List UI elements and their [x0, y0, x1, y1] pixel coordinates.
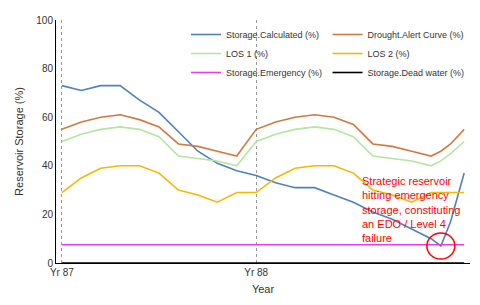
- svg-text:LOS 1 (%): LOS 1 (%): [226, 49, 268, 59]
- svg-text:40: 40: [42, 160, 54, 171]
- svg-text:20: 20: [42, 209, 54, 220]
- svg-text:Storage.Emergency (%): Storage.Emergency (%): [226, 68, 322, 78]
- svg-text:Strategic reservoirhitting eme: Strategic reservoirhitting emergencystor…: [362, 175, 460, 244]
- svg-text:Drought.Alert Curve (%): Drought.Alert Curve (%): [368, 30, 464, 40]
- svg-text:Storage.Dead water (%): Storage.Dead water (%): [368, 68, 465, 78]
- svg-text:Reservoir Storage (%): Reservoir Storage (%): [13, 87, 25, 196]
- svg-text:Yr 87: Yr 87: [50, 267, 74, 278]
- svg-text:100: 100: [36, 15, 53, 26]
- svg-text:60: 60: [42, 112, 54, 123]
- svg-text:0: 0: [47, 258, 53, 269]
- svg-text:Year: Year: [252, 283, 275, 295]
- svg-text:Yr 88: Yr 88: [244, 267, 268, 278]
- svg-text:LOS 2 (%): LOS 2 (%): [368, 49, 410, 59]
- svg-text:Storage.Calculated (%): Storage.Calculated (%): [226, 30, 319, 40]
- svg-text:80: 80: [42, 63, 54, 74]
